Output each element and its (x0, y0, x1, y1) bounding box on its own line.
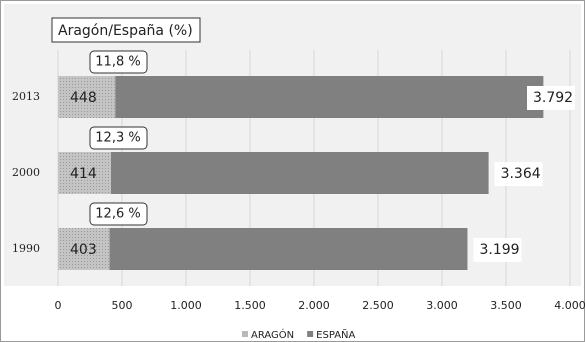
y-tick-label: 2013 (12, 90, 40, 103)
bar (58, 228, 110, 270)
x-tick-label: 3.000 (426, 299, 458, 312)
legend-swatch (307, 331, 314, 337)
x-tick-label: 0 (55, 299, 62, 312)
value-label-box (494, 162, 543, 186)
annotation: 11,8 % (95, 55, 140, 70)
x-tick-label: 2.500 (362, 299, 394, 312)
x-tick-label: 500 (112, 299, 133, 312)
legend-swatch (242, 331, 248, 337)
title-box (51, 17, 201, 43)
chart-title: Aragón/España (%) (58, 23, 193, 39)
annotation: 12,3 % (95, 131, 140, 146)
annotation-box (89, 126, 148, 150)
x-tick-label: 1.500 (234, 299, 266, 312)
annotation: 12,6 % (95, 207, 140, 222)
bar (58, 228, 468, 270)
y-tick-label: 2000 (12, 166, 40, 179)
value-label-box (527, 86, 575, 110)
value-label: 414 (70, 166, 97, 182)
y-tick-label: 1990 (12, 242, 40, 255)
bar (58, 76, 544, 118)
x-tick-label: 2.000 (298, 299, 330, 312)
value-label: 403 (70, 242, 97, 258)
value-label: 448 (70, 90, 97, 106)
bar (58, 152, 111, 194)
bar (58, 76, 116, 118)
value-label: 3.199 (479, 242, 519, 258)
x-tick-label: 3.500 (490, 299, 522, 312)
x-tick-label: 4.000 (554, 299, 585, 312)
annotation-box (89, 202, 148, 226)
annotation-box (89, 50, 148, 74)
value-label: 3.792 (533, 90, 573, 106)
legend-label: ARAGÓN (251, 328, 294, 341)
value-label-box (473, 238, 522, 262)
value-label: 3.364 (501, 166, 541, 182)
bar (58, 152, 489, 194)
legend-label: ESPAÑA (316, 328, 355, 341)
x-tick-label: 1.000 (170, 299, 202, 312)
